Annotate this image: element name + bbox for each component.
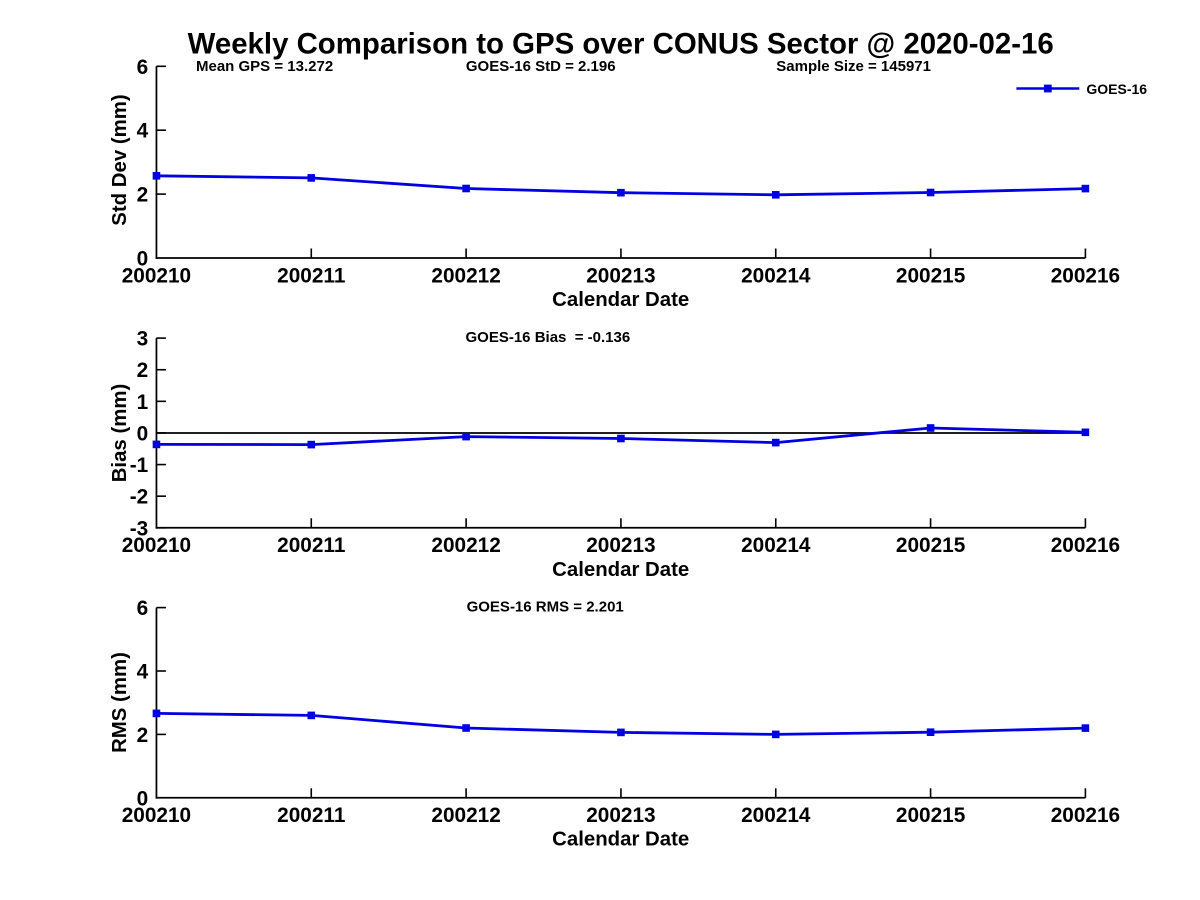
- svg-text:0: 0: [137, 423, 149, 446]
- svg-text:-3: -3: [130, 517, 149, 540]
- svg-text:GOES-16 RMS = 2.201: GOES-16 RMS = 2.201: [467, 598, 624, 615]
- svg-text:Calendar Date: Calendar Date: [552, 829, 689, 851]
- svg-text:200213: 200213: [586, 804, 655, 827]
- svg-text:200210: 200210: [122, 804, 191, 827]
- svg-text:200210: 200210: [122, 264, 191, 287]
- svg-text:Calendar Date: Calendar Date: [552, 289, 689, 311]
- svg-text:200213: 200213: [586, 534, 655, 557]
- svg-text:1: 1: [137, 391, 149, 414]
- svg-text:200215: 200215: [896, 264, 965, 287]
- svg-text:200211: 200211: [277, 264, 345, 287]
- svg-text:-1: -1: [130, 454, 149, 477]
- svg-text:RMS (mm): RMS (mm): [109, 652, 131, 753]
- svg-text:200214: 200214: [741, 534, 811, 557]
- svg-text:Weekly Comparison to GPS over: Weekly Comparison to GPS over CONUS Sect…: [188, 28, 1054, 61]
- svg-text:200214: 200214: [741, 804, 811, 827]
- svg-text:6: 6: [137, 597, 149, 620]
- svg-text:GOES-16 Bias = -0.136: GOES-16 Bias = -0.136: [466, 329, 631, 346]
- svg-text:Calendar Date: Calendar Date: [552, 559, 689, 581]
- svg-text:4: 4: [137, 120, 149, 143]
- svg-text:200211: 200211: [277, 534, 345, 557]
- svg-text:200210: 200210: [122, 534, 191, 557]
- svg-text:200213: 200213: [586, 264, 655, 287]
- svg-text:2: 2: [137, 184, 149, 207]
- svg-text:0: 0: [137, 248, 149, 271]
- svg-text:3: 3: [137, 328, 149, 351]
- svg-text:2: 2: [137, 724, 149, 747]
- svg-text:200212: 200212: [431, 534, 500, 557]
- svg-text:200216: 200216: [1051, 804, 1120, 827]
- svg-text:200215: 200215: [896, 534, 965, 557]
- svg-text:4: 4: [137, 661, 149, 684]
- svg-text:200215: 200215: [896, 804, 965, 827]
- svg-text:Mean GPS = 13.272: Mean GPS = 13.272: [196, 58, 333, 75]
- svg-text:200212: 200212: [431, 804, 500, 827]
- svg-text:6: 6: [137, 56, 149, 79]
- svg-text:200211: 200211: [277, 804, 345, 827]
- svg-text:200216: 200216: [1051, 264, 1120, 287]
- svg-text:0: 0: [137, 787, 149, 810]
- svg-text:Sample Size = 145971: Sample Size = 145971: [776, 58, 931, 75]
- svg-text:Bias (mm): Bias (mm): [109, 384, 131, 483]
- svg-text:Std Dev (mm): Std Dev (mm): [109, 94, 131, 225]
- svg-text:-2: -2: [130, 486, 149, 509]
- svg-text:200214: 200214: [741, 264, 811, 287]
- svg-text:2: 2: [137, 359, 149, 382]
- svg-text:GOES-16: GOES-16: [1086, 81, 1147, 97]
- svg-text:200216: 200216: [1051, 534, 1120, 557]
- svg-text:GOES-16 StD = 2.196: GOES-16 StD = 2.196: [466, 58, 616, 75]
- svg-text:200212: 200212: [431, 264, 500, 287]
